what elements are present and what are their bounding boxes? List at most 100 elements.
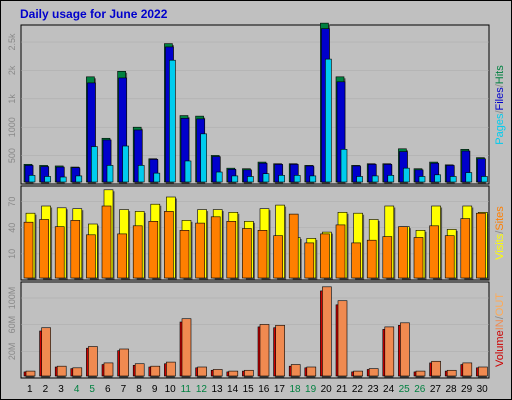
bar-volume-in-day-22	[353, 370, 363, 377]
x-tick-label-10: 10	[165, 384, 177, 395]
bottom-legend-item-2: /	[494, 315, 506, 319]
bar-sites-day-16	[257, 230, 268, 279]
bottom-legend: VolumeIN/OUT	[494, 293, 506, 367]
bar-sites-day-11	[179, 230, 190, 279]
x-tick-label-29: 29	[461, 384, 473, 395]
bar-volume-in-day-16	[259, 324, 270, 377]
bar-pages-day-16	[262, 173, 270, 183]
bar-pages-day-30	[481, 176, 488, 183]
bar-pages-day-3	[59, 176, 67, 183]
x-tick-label-26: 26	[414, 384, 426, 395]
legends: Pages/Files/Hits Visits/Sites VolumeIN/OUT	[494, 65, 506, 367]
bar-sites-day-29	[460, 218, 471, 279]
bottom-ytick-label: 60M	[7, 316, 17, 334]
bar-volume-in-day-29	[462, 362, 473, 377]
middle-ytick-label: 70	[7, 197, 17, 207]
bar-volume-in-day-17	[275, 324, 285, 377]
bar-volume-in-day-27	[431, 360, 441, 377]
bar-pages-day-26	[418, 176, 426, 183]
bar-volume-in-day-7	[119, 348, 129, 377]
bottom-legend-item-1: IN	[494, 319, 506, 330]
bar-volume-in-day-30	[478, 366, 488, 377]
bar-pages-day-22	[356, 176, 363, 183]
top-ytick-label: 2.5k	[7, 33, 17, 51]
bar-volume-in-day-2	[41, 327, 51, 377]
bar-pages-day-5	[91, 146, 98, 183]
bar-pages-day-21	[340, 149, 348, 183]
bar-sites-day-18	[288, 213, 299, 279]
x-tick-label-19: 19	[305, 384, 317, 395]
bar-pages-day-2	[44, 176, 51, 183]
bar-sites-day-27	[429, 225, 439, 279]
bar-sites-day-20	[320, 233, 330, 279]
bottom-legend-item-3: OUT	[494, 293, 506, 317]
bar-volume-in-day-18	[290, 364, 301, 377]
bar-volume-in-day-25	[400, 322, 410, 377]
bar-pages-day-14	[231, 175, 239, 183]
x-tick-label-3: 3	[58, 384, 64, 395]
bar-volume-in-day-11	[181, 318, 192, 377]
bar-sites-day-19	[304, 242, 315, 279]
bar-volume-in-day-12	[197, 366, 207, 377]
bar-pages-day-7	[122, 145, 129, 183]
bar-volume-in-day-15	[244, 369, 254, 377]
top-ytick-label: 1000	[7, 117, 17, 137]
bar-sites-day-12	[195, 222, 205, 279]
x-tick-label-27: 27	[430, 384, 442, 395]
bar-pages-day-29	[465, 172, 473, 183]
x-tick-label-21: 21	[336, 384, 348, 395]
chart-panels: 500 1000 1k 2k 2.5k 10 40 70 20M 60M 100M	[7, 22, 490, 379]
top-legend: Pages/Files/Hits	[494, 65, 506, 145]
bar-pages-day-6	[106, 165, 114, 183]
bar-sites-day-30	[476, 212, 486, 279]
bar-sites-day-21	[335, 224, 346, 279]
bar-pages-day-20	[325, 58, 332, 183]
x-tick-label-9: 9	[152, 384, 158, 395]
bar-pages-day-13	[215, 171, 223, 183]
bar-pages-day-4	[75, 175, 83, 183]
x-tick-label-5: 5	[89, 384, 95, 395]
bar-volume-in-day-20	[322, 286, 332, 377]
bar-volume-in-day-24	[384, 326, 395, 377]
bar-pages-day-17	[278, 175, 285, 183]
x-tick-label-20: 20	[321, 384, 333, 395]
bar-volume-in-day-4	[72, 367, 83, 377]
bar-volume-in-day-21	[337, 300, 348, 377]
middle-ytick-label: 10	[7, 249, 17, 259]
top-legend-item-1: /	[494, 110, 506, 114]
bottom-ytick-label: 20M	[7, 343, 17, 361]
bar-sites-day-4	[70, 220, 81, 279]
x-tick-label-12: 12	[196, 384, 208, 395]
x-tick-label-30: 30	[477, 384, 489, 395]
top-ytick-label: 500	[7, 148, 17, 163]
bar-volume-in-day-23	[368, 368, 379, 377]
bar-sites-day-9	[148, 221, 159, 279]
middle-legend-item-2: Sites	[494, 206, 506, 231]
x-tick-label-11: 11	[181, 384, 192, 395]
bar-sites-day-14	[226, 221, 237, 279]
bar-pages-day-11	[184, 160, 192, 183]
bar-sites-day-7	[117, 233, 127, 279]
bar-sites-day-25	[398, 226, 408, 279]
bar-pages-day-12	[200, 133, 207, 183]
bar-sites-day-6	[101, 205, 112, 279]
x-tick-label-28: 28	[445, 384, 457, 395]
x-tick-label-7: 7	[121, 384, 127, 395]
top-panel: 500 1000 1k 2k 2.5k	[7, 22, 490, 185]
bar-volume-in-day-6	[103, 362, 114, 377]
bar-pages-day-15	[247, 176, 254, 183]
bar-sites-day-28	[444, 235, 455, 279]
x-tick-label-1: 1	[27, 384, 33, 395]
bar-sites-day-13	[210, 216, 221, 279]
bar-volume-in-day-14	[228, 370, 239, 377]
bottom-ytick-label: 100M	[7, 287, 17, 310]
bar-sites-day-22	[351, 242, 361, 279]
bar-sites-day-5	[86, 234, 96, 279]
x-tick-label-2: 2	[43, 384, 49, 395]
middle-legend: Visits/Sites	[494, 206, 506, 260]
bar-volume-in-day-3	[56, 365, 67, 377]
top-legend-item-0: Pages	[494, 113, 506, 145]
bar-sites-day-15	[242, 228, 252, 279]
chart-title: Daily usage for June 2022	[20, 7, 168, 21]
x-tick-label-22: 22	[352, 384, 364, 395]
